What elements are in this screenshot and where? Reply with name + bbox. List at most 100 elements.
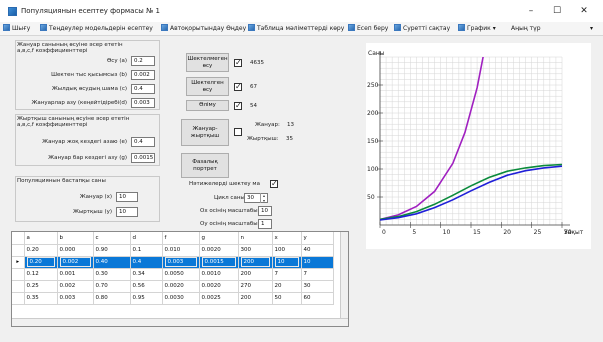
- table-cell[interactable]: 0.003: [57, 292, 94, 305]
- table-row[interactable]: 0.12 0.001 0.30 0.34 0.0050 0.0010 200 7…: [12, 268, 334, 281]
- table-cell[interactable]: 0.001: [57, 268, 94, 281]
- row-header[interactable]: [12, 268, 25, 281]
- predator-y-input[interactable]: 10: [116, 207, 138, 217]
- phase-portrait-button[interactable]: Фазалық портрет: [181, 153, 229, 178]
- table-cell[interactable]: 10: [301, 256, 334, 269]
- minimize-button[interactable]: –: [528, 6, 534, 16]
- current-row-pointer[interactable]: ▸: [12, 256, 25, 269]
- unlimited-growth-checkbox[interactable]: [234, 58, 242, 67]
- limit-results-checkbox[interactable]: [270, 179, 278, 188]
- table-cell[interactable]: 20: [272, 280, 302, 293]
- table-cell[interactable]: 0.70: [93, 280, 131, 293]
- table-cell[interactable]: 0.0015: [199, 256, 239, 269]
- table-cell[interactable]: 0.12: [24, 268, 58, 281]
- table-cell[interactable]: 7: [272, 268, 302, 281]
- prey-predator-button[interactable]: Жануар-жыртқыш: [181, 119, 229, 146]
- table-cell[interactable]: 0.30: [93, 268, 131, 281]
- table-cell[interactable]: 0.20: [24, 256, 58, 269]
- table-cell[interactable]: 0.1: [130, 244, 163, 257]
- table-cell[interactable]: 60: [301, 292, 334, 305]
- row-header[interactable]: [12, 280, 25, 293]
- menu-view-table[interactable]: Таблица мәліметтерді көру: [248, 24, 344, 34]
- table-cell[interactable]: 0.80: [93, 292, 131, 305]
- table-cell[interactable]: 0.002: [57, 280, 94, 293]
- table-vertical-scrollbar[interactable]: [340, 232, 348, 320]
- coefficients-table[interactable]: a b c d f g n x y 0.20 0.000 0.90 0.1 0.…: [11, 231, 349, 327]
- row-header[interactable]: [12, 292, 25, 305]
- menu-save-picture[interactable]: Суретті сақтау: [394, 24, 450, 34]
- cycle-count-input[interactable]: 30: [244, 193, 268, 203]
- table-row-selected[interactable]: ▸ 0.20 0.002 0.40 0.4 0.003 0.0015 200 1…: [12, 256, 334, 269]
- table-cell[interactable]: 0.90: [93, 244, 131, 257]
- table-cell[interactable]: 0.40: [93, 256, 131, 269]
- table-cell[interactable]: 0.56: [130, 280, 163, 293]
- table-cell[interactable]: 0.0010: [199, 268, 239, 281]
- cycle-count-spinner[interactable]: ▴ ▾: [260, 193, 267, 203]
- menu-compute-models[interactable]: Теңдеулер модельдерін есептеу: [40, 24, 153, 34]
- table-cell[interactable]: 0.35: [24, 292, 58, 305]
- table-cell[interactable]: 0.34: [130, 268, 163, 281]
- table-cell[interactable]: 0.002: [57, 256, 94, 269]
- table-cell[interactable]: 7: [301, 268, 334, 281]
- death-checkbox[interactable]: [234, 101, 242, 110]
- ox-scale-input[interactable]: 10: [258, 206, 272, 216]
- menu-overflow[interactable]: ▾: [590, 25, 594, 32]
- table-row[interactable]: 0.35 0.003 0.80 0.95 0.0030 0.0025 200 5…: [12, 292, 334, 305]
- close-button[interactable]: ✕: [580, 6, 588, 16]
- prey-predator-checkbox[interactable]: [234, 128, 242, 136]
- decrease-d-input[interactable]: 0.003: [131, 98, 155, 108]
- limited-growth-checkbox[interactable]: [234, 82, 242, 91]
- table-cell[interactable]: 270: [238, 280, 273, 293]
- growth-a-input[interactable]: 0.2: [131, 56, 155, 66]
- menu-graph[interactable]: График ▾: [458, 24, 496, 34]
- table-cell[interactable]: 0.95: [130, 292, 163, 305]
- table-cell[interactable]: 0.20: [24, 244, 58, 257]
- column-header[interactable]: b: [57, 232, 94, 245]
- column-header[interactable]: a: [24, 232, 58, 245]
- menu-report[interactable]: Есеп беру: [348, 24, 388, 34]
- death-button[interactable]: Өліму: [186, 100, 229, 111]
- table-cell[interactable]: 0.0025: [199, 292, 239, 305]
- oy-scale-input[interactable]: 1: [258, 219, 272, 229]
- table-cell[interactable]: 0.4: [130, 256, 163, 269]
- column-header[interactable]: d: [130, 232, 163, 245]
- table-horizontal-scrollbar[interactable]: [12, 318, 348, 326]
- table-cell[interactable]: 200: [238, 292, 273, 305]
- menu-exit[interactable]: Шығу: [3, 24, 30, 34]
- table-cell[interactable]: 0.000: [57, 244, 94, 257]
- table-cell[interactable]: 10: [272, 256, 302, 269]
- table-cell[interactable]: 0.010: [162, 244, 200, 257]
- maximize-button[interactable]: ☐: [552, 6, 562, 16]
- menu-auto-process[interactable]: Автоқорытындау Өңдеу: [161, 24, 246, 34]
- table-cell[interactable]: 0.25: [24, 280, 58, 293]
- unlimited-growth-button[interactable]: Шектелмеген өсу: [186, 53, 229, 72]
- column-header[interactable]: f: [162, 232, 200, 245]
- table-cell[interactable]: 0.003: [162, 256, 200, 269]
- table-row[interactable]: 0.20 0.000 0.90 0.1 0.010 0.0020 300 100…: [12, 244, 334, 257]
- prey-x-input[interactable]: 10: [116, 192, 138, 202]
- row-header[interactable]: [12, 244, 25, 257]
- table-cell[interactable]: 300: [238, 244, 273, 257]
- decay-e-input[interactable]: 0.4: [131, 137, 155, 147]
- table-cell[interactable]: 0.0020: [162, 280, 200, 293]
- column-header[interactable]: g: [199, 232, 239, 245]
- column-header[interactable]: y: [301, 232, 334, 245]
- menu-species-type[interactable]: Аңың түр: [511, 25, 541, 32]
- column-header[interactable]: n: [238, 232, 273, 245]
- table-cell[interactable]: 200: [238, 256, 273, 269]
- table-cell[interactable]: 0.0020: [199, 244, 239, 257]
- table-row[interactable]: 0.25 0.002 0.70 0.56 0.0020 0.0020 270 2…: [12, 280, 334, 293]
- growth-c-input[interactable]: 0.4: [131, 84, 155, 94]
- table-cell[interactable]: 100: [272, 244, 302, 257]
- table-cell[interactable]: 40: [301, 244, 334, 257]
- decay-g-input[interactable]: 0.0015: [131, 153, 155, 163]
- column-header[interactable]: c: [93, 232, 131, 245]
- pressure-b-input[interactable]: 0.002: [131, 70, 155, 80]
- table-cell[interactable]: 30: [301, 280, 334, 293]
- table-cell[interactable]: 0.0020: [199, 280, 239, 293]
- table-cell[interactable]: 50: [272, 292, 302, 305]
- table-cell[interactable]: 0.0050: [162, 268, 200, 281]
- table-cell[interactable]: 200: [238, 268, 273, 281]
- limited-growth-button[interactable]: Шектелген өсу: [186, 77, 229, 96]
- column-header[interactable]: x: [272, 232, 302, 245]
